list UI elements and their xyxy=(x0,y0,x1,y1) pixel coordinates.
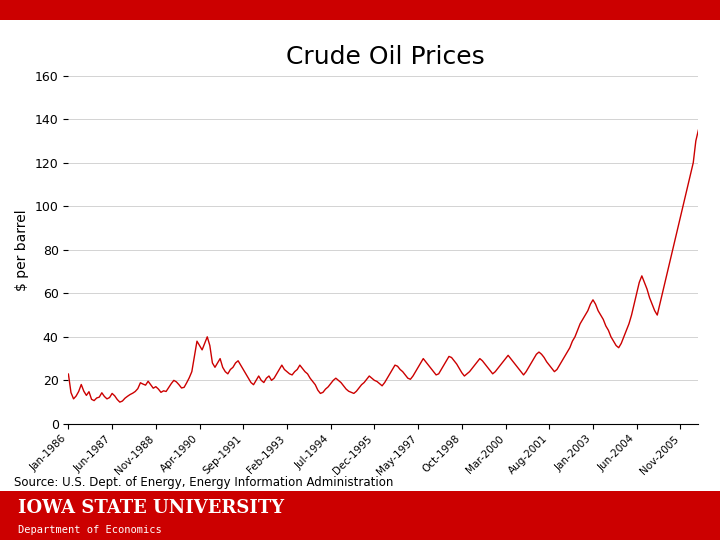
Y-axis label: $ per barrel: $ per barrel xyxy=(15,209,30,291)
Text: Department of Economics: Department of Economics xyxy=(18,525,162,535)
Text: IOWA STATE UNIVERSITY: IOWA STATE UNIVERSITY xyxy=(18,500,284,517)
Text: Crude Oil Prices: Crude Oil Prices xyxy=(286,45,485,69)
Text: Source: U.S. Dept. of Energy, Energy Information Administration: Source: U.S. Dept. of Energy, Energy Inf… xyxy=(14,476,394,489)
